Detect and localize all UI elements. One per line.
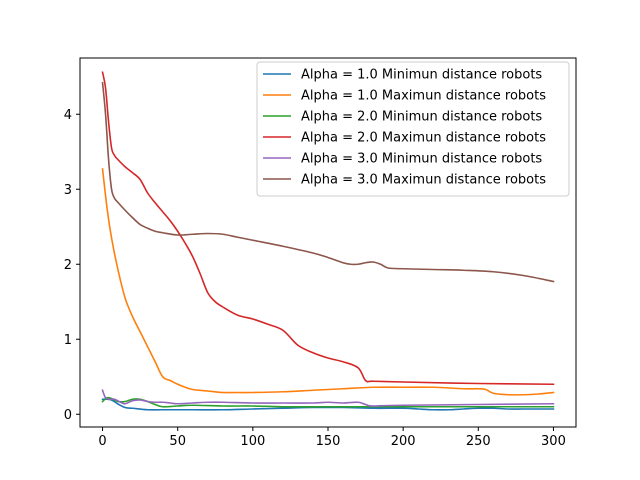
legend-label-1: Alpha = 1.0 Minimun distance robots [301, 68, 542, 83]
y-tick-label: 1 [64, 333, 72, 348]
x-tick-label: 50 [169, 434, 186, 449]
legend-label-3: Alpha = 2.0 Minimun distance robots [301, 110, 542, 125]
x-tick-label: 250 [466, 434, 491, 449]
legend-label-4: Alpha = 2.0 Maximun distance robots [301, 131, 546, 146]
legend-label-2: Alpha = 1.0 Maximun distance robots [301, 89, 546, 104]
x-tick-label: 200 [391, 434, 416, 449]
y-axis: 0 1 2 3 4 [64, 108, 80, 423]
series-line-2 [101, 168, 555, 396]
x-tick-label: 150 [316, 434, 341, 449]
legend-label-5: Alpha = 3.0 Minimun distance robots [301, 152, 542, 167]
y-tick-label: 0 [64, 408, 72, 423]
series-line-6 [101, 81, 555, 283]
x-tick-label: 100 [240, 434, 265, 449]
series-line-4 [101, 71, 555, 386]
series-layer [101, 71, 555, 411]
x-axis: 0 50 100 150 200 250 300 [98, 427, 566, 449]
y-tick-label: 4 [64, 108, 72, 123]
y-tick-label: 2 [64, 258, 72, 273]
legend: Alpha = 1.0 Minimun distance robots Alpha… [256, 61, 570, 197]
x-tick-label: 0 [98, 434, 106, 449]
series-line-5 [101, 389, 555, 407]
legend-label-6: Alpha = 3.0 Maximun distance robots [301, 173, 546, 188]
x-tick-label: 300 [541, 434, 566, 449]
legend-box [256, 61, 570, 197]
y-tick-label: 3 [64, 183, 72, 198]
